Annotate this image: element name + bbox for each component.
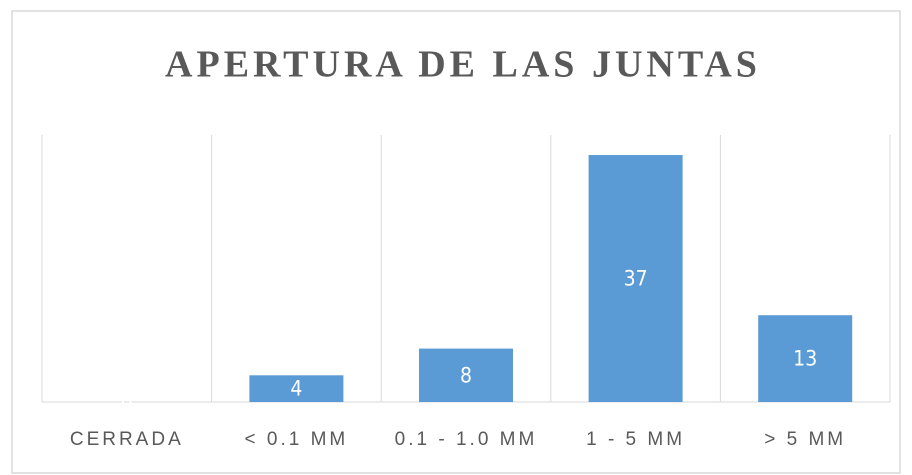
x-tick-label: CERRADA — [70, 429, 184, 450]
data-label: 13 — [793, 347, 817, 371]
x-tick-label: > 5 MM — [764, 429, 846, 450]
bar — [249, 375, 344, 402]
data-label: 37 — [624, 267, 648, 291]
bar — [758, 315, 853, 402]
chart-title: APERTURA DE LAS JUNTAS — [165, 44, 761, 86]
data-label: 4 — [290, 377, 302, 401]
bar — [588, 155, 683, 402]
data-label: 0 — [121, 390, 133, 414]
x-tick-label: 1 - 5 MM — [586, 429, 685, 450]
bar — [419, 348, 513, 402]
x-tick-label: 0.1 - 1.0 MM — [395, 429, 538, 450]
x-tick-label: < 0.1 MM — [245, 429, 349, 450]
data-label: 8 — [460, 363, 472, 387]
